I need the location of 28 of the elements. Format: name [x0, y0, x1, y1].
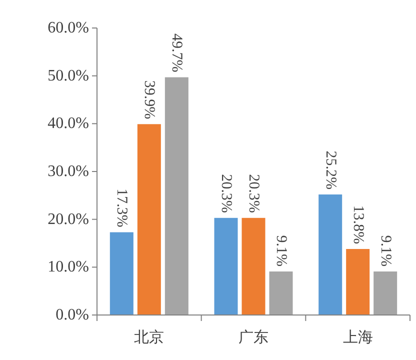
data-label: 39.9% — [141, 80, 158, 120]
data-label: 13.8% — [350, 205, 366, 244]
data-label: 17.3% — [114, 188, 130, 228]
y-tick-label: 20.0% — [48, 210, 89, 228]
bar — [242, 218, 266, 315]
x-tick-label: 上海 — [342, 329, 373, 346]
bar — [269, 271, 293, 315]
data-label: 20.3% — [246, 174, 262, 213]
y-tick-label: 30.0% — [48, 163, 89, 180]
bar — [164, 77, 188, 315]
data-label: 25.2% — [322, 150, 338, 190]
data-label: 20.3% — [218, 174, 234, 213]
bar — [318, 194, 342, 315]
bar — [214, 218, 238, 315]
x-tick-label: 广东 — [238, 329, 268, 346]
bar — [374, 271, 398, 315]
bar — [137, 124, 161, 315]
data-label: 9.1% — [377, 235, 394, 266]
y-tick-label: 0.0% — [56, 306, 89, 324]
y-tick-label: 50.0% — [48, 67, 89, 84]
bar — [110, 232, 134, 315]
data-label: 9.1% — [273, 235, 289, 266]
y-tick-label: 40.0% — [48, 115, 89, 132]
x-tick-label: 北京 — [134, 329, 164, 346]
y-tick-label: 60.0% — [48, 20, 89, 36]
bar — [346, 248, 370, 315]
y-tick-label: 10.0% — [48, 258, 89, 276]
data-label: 49.7% — [168, 34, 185, 72]
